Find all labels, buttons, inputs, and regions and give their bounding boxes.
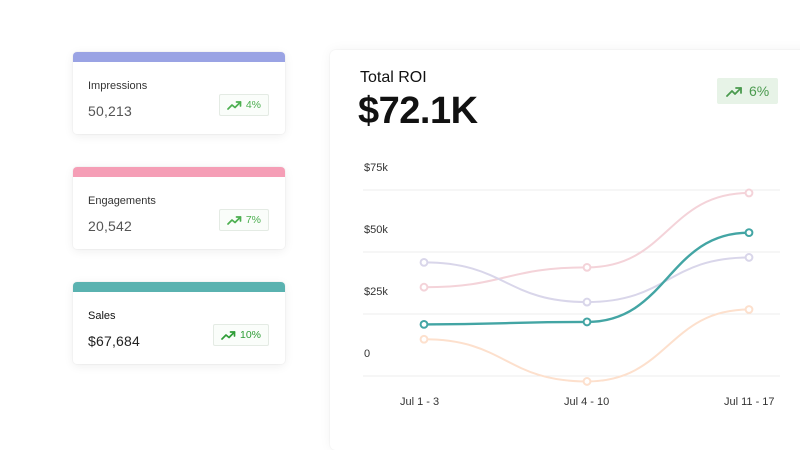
y-tick-label: $50k	[364, 224, 388, 236]
card-accent-bar	[73, 282, 285, 292]
change-badge: 7%	[218, 209, 269, 231]
x-tick-label: Jul 11 - 17	[724, 396, 775, 408]
roi-value: $72.1K	[358, 90, 478, 132]
x-tick-label: Jul 4 - 10	[564, 396, 609, 408]
data-point	[419, 334, 429, 344]
engagements-card: Engagements 20,542 7%	[73, 167, 285, 249]
data-point	[419, 282, 429, 292]
sales-card: Sales $67,684 10%	[73, 282, 285, 364]
data-point	[582, 297, 592, 307]
y-tick-label: $75k	[364, 162, 388, 174]
y-tick-label: $25k	[364, 286, 388, 298]
data-point	[582, 377, 592, 386]
data-point	[744, 188, 754, 198]
trending-up-icon	[221, 331, 236, 340]
change-badge: 4%	[218, 94, 269, 116]
trending-up-icon	[226, 101, 242, 110]
y-tick-label: 0	[364, 348, 370, 360]
card-label: Impressions	[88, 80, 148, 92]
card-value: 50,213	[88, 103, 133, 119]
roi-change-value: 6%	[749, 83, 770, 99]
data-point	[582, 262, 592, 272]
card-accent-bar	[73, 167, 285, 177]
roi-title: Total ROI	[360, 69, 427, 86]
x-tick-label: Jul 1 - 3	[400, 396, 439, 408]
card-value: $67,684	[88, 333, 141, 349]
roi-line-chart: $75k $50k $25k 0 Jul 1 - 3 Jul 4 - 10 Jul 11 -…	[363, 162, 780, 408]
data-point	[582, 317, 592, 327]
data-point	[744, 253, 754, 262]
roi-change-badge: 6%	[717, 78, 779, 104]
trending-up-icon	[726, 86, 742, 97]
data-point	[744, 305, 754, 314]
card-label: Sales	[88, 310, 116, 322]
card-label: Engagements	[88, 195, 156, 207]
change-value: 4%	[245, 99, 261, 111]
change-badge: 10%	[212, 324, 269, 346]
impressions-card: Impressions 50,213 4%	[73, 52, 285, 134]
card-value: 20,542	[88, 218, 133, 234]
data-point	[419, 258, 429, 267]
change-value: 7%	[245, 214, 261, 226]
trending-up-icon	[226, 216, 242, 225]
change-value: 10%	[239, 329, 261, 341]
data-point	[419, 320, 429, 329]
series-line-sales	[423, 231, 750, 326]
series-line-engagements	[423, 191, 750, 289]
roi-panel: Total ROI $72.1K 6%	[330, 50, 800, 450]
data-point	[744, 228, 754, 238]
card-accent-bar	[73, 52, 285, 62]
